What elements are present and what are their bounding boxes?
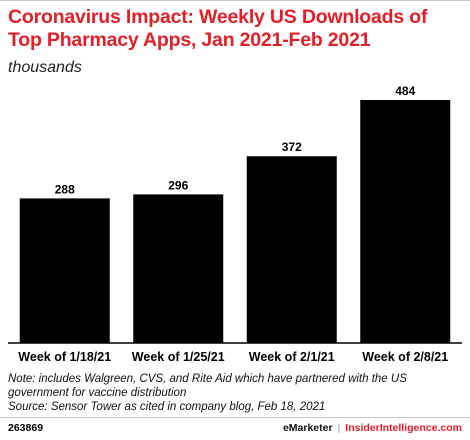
top-rule — [0, 0, 470, 1]
chart-id: 263869 — [8, 422, 44, 434]
x-tick-label-4: Week of 2/8/21 — [362, 350, 448, 364]
bar-2 — [133, 194, 224, 343]
bar-value-label-4: 484 — [395, 84, 415, 98]
footer-rule — [0, 417, 470, 418]
x-tick-label-3: Week of 2/1/21 — [249, 350, 335, 364]
bar-value-label-1: 288 — [55, 182, 75, 196]
brand-site: InsiderIntelligence.com — [345, 422, 462, 434]
chart-notes: Note: includes Walgreen, CVS, and Rite A… — [8, 372, 463, 414]
bar-4 — [360, 100, 451, 343]
bar-value-label-2: 296 — [168, 178, 188, 192]
chart-subtitle: thousands — [8, 59, 82, 76]
bar-value-label-3: 372 — [282, 140, 302, 154]
bar-chart: 288 Week of 1/18/21 296 Week of 1/25/21 372 W… — [8, 84, 462, 364]
bar-1 — [19, 198, 110, 343]
x-tick-label-1: Week of 1/18/21 — [18, 350, 111, 364]
source-text: Source: Sensor Tower as cited in company… — [8, 401, 326, 413]
bar-3 — [246, 156, 337, 343]
brand-name: eMarketer — [282, 422, 333, 434]
footer-brand: eMarketer | InsiderIntelligence.com — [283, 422, 462, 434]
brand-separator: | — [337, 422, 341, 434]
x-tick-label-2: Week of 1/25/21 — [132, 350, 225, 364]
note-text: Note: includes Walgreen, CVS, and Rite A… — [8, 373, 407, 399]
chart-title: Coronavirus Impact: Weekly US Downloads … — [8, 6, 428, 51]
